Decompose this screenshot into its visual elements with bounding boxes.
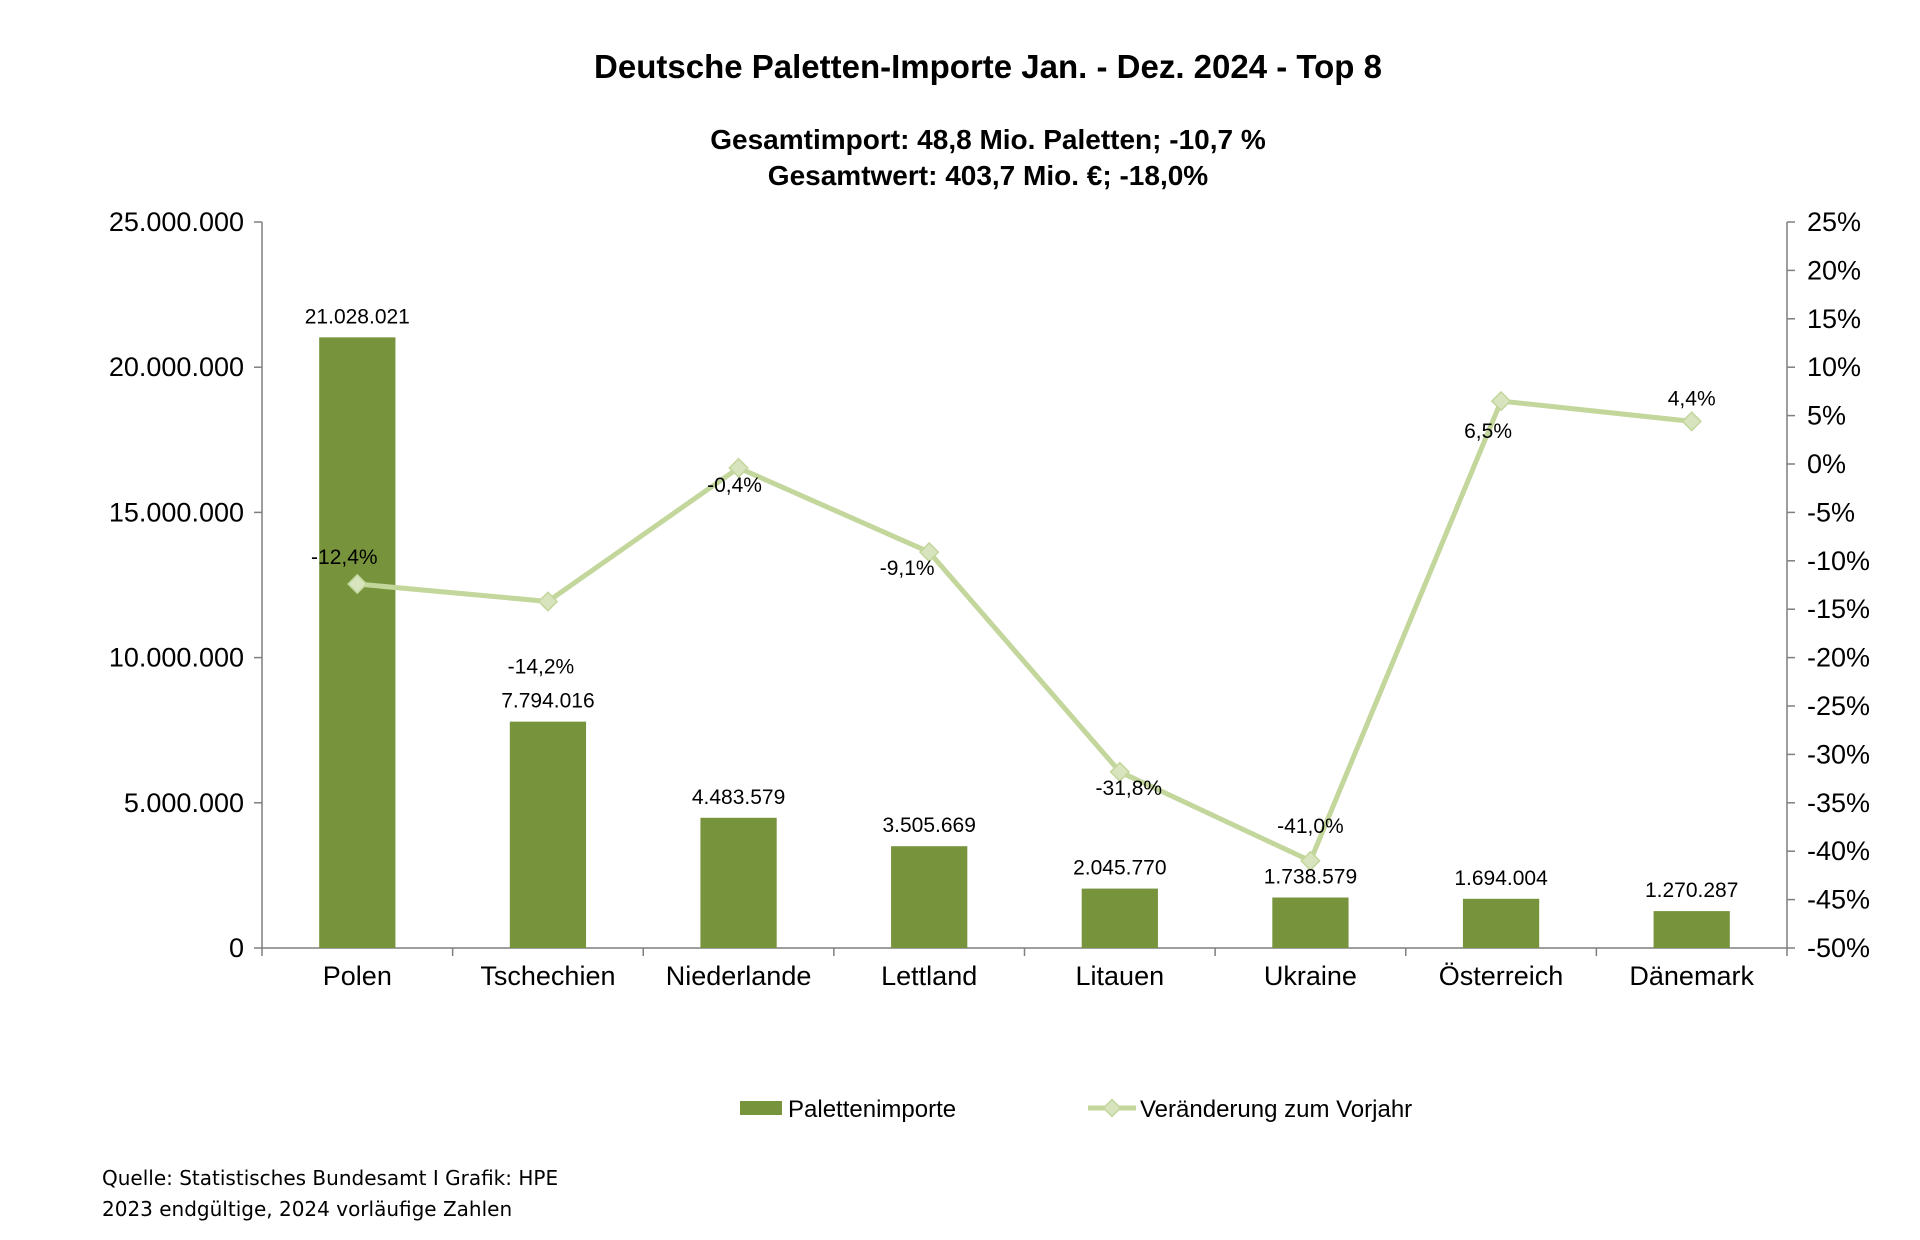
y-right-tick-label: -35%: [1807, 788, 1870, 818]
chart-subtitle-line1: Gesamtimport: 48,8 Mio. Paletten; -10,7 …: [710, 124, 1266, 155]
x-tick-label: Dänemark: [1629, 961, 1754, 991]
data-labels: 21.028.021 7.794.016 4.483.579 3.505.669 2.0…: [305, 305, 1739, 902]
line-value-label: -12,4%: [311, 546, 378, 569]
bar-value-label: 1.694.004: [1454, 867, 1548, 890]
source-line1: Quelle: Statistisches Bundesamt I Grafik…: [102, 1166, 558, 1190]
line-point-marker: [728, 457, 749, 479]
y-left-tick-label: 25.000.000: [109, 207, 244, 237]
line-series: [347, 390, 1702, 872]
y-right-tick-label: -40%: [1807, 836, 1870, 866]
source-line2: 2023 endgültige, 2024 vorläufige Zahlen: [102, 1197, 512, 1221]
x-tick-label: Österreich: [1439, 961, 1564, 991]
y-right-tick-label: 15%: [1807, 304, 1861, 334]
bar: [1653, 911, 1730, 948]
line-value-label: -14,2%: [508, 655, 575, 678]
y-right-tick-label: 10%: [1807, 352, 1861, 382]
y-left-tick-label: 5.000.000: [124, 788, 244, 818]
y-right-tick-label: -45%: [1807, 885, 1870, 915]
bar: [1272, 897, 1349, 948]
y-right-tick-label: 20%: [1807, 255, 1861, 285]
y-right-tick-label: 25%: [1807, 207, 1861, 237]
bar-value-label: 2.045.770: [1073, 857, 1166, 880]
line-value-label: -31,8%: [1096, 777, 1163, 800]
line-point-marker: [1681, 411, 1702, 432]
bar: [700, 817, 777, 948]
line-point-marker: [537, 591, 559, 612]
bar-value-label: 7.794.016: [501, 690, 594, 713]
bar-value-label: 21.028.021: [305, 305, 410, 328]
bar: [891, 846, 968, 948]
line-value-label: -41,0%: [1277, 815, 1344, 838]
legend-bar-swatch: [740, 1101, 782, 1115]
line-value-label: -9,1%: [880, 557, 935, 580]
y-left-tick-label: 15.000.000: [109, 497, 244, 527]
bar: [319, 337, 396, 948]
legend: Palettenimporte Veränderung zum Vorjahr: [740, 1096, 1412, 1123]
line-point-marker: [918, 541, 940, 563]
bar: [1081, 888, 1158, 948]
y-left-tick-label: 10.000.000: [109, 643, 244, 673]
y-right-tick-label: 0%: [1807, 449, 1846, 479]
chart-subtitle-line2: Gesamtwert: 403,7 Mio. €; -18,0%: [768, 160, 1209, 191]
bar-value-label: 4.483.579: [692, 786, 785, 809]
legend-line-marker: [1102, 1098, 1122, 1118]
y-right-tick-label: -15%: [1807, 594, 1870, 624]
bar: [1462, 898, 1540, 948]
bar: [509, 721, 587, 948]
bar-value-label: 1.738.579: [1264, 866, 1357, 889]
line-value-label: -0,4%: [707, 474, 762, 497]
line-value-label: 6,5%: [1464, 420, 1512, 443]
legend-line-label: Veränderung zum Vorjahr: [1140, 1096, 1412, 1123]
chart-title: Deutsche Paletten-Importe Jan. - Dez. 20…: [594, 48, 1382, 85]
line-point-marker: [1490, 390, 1512, 412]
bar-value-label: 3.505.669: [882, 814, 975, 837]
legend-bar-label: Palettenimporte: [788, 1096, 956, 1123]
x-tick-label: Polen: [323, 961, 392, 991]
y-right-tick-label: 5%: [1807, 401, 1846, 431]
y-right-tick-label: -25%: [1807, 691, 1870, 721]
y-left-tick-label: 0: [229, 933, 244, 963]
series-line: [357, 398, 1692, 864]
x-tick-label: Lettland: [881, 961, 977, 991]
line-point-marker: [1300, 850, 1321, 872]
x-tick-label: Ukraine: [1264, 961, 1357, 991]
line-value-label: 4,4%: [1668, 387, 1716, 410]
bars: [319, 337, 1730, 948]
x-tick-label: Tschechien: [480, 961, 615, 991]
bar-value-label: 1.270.287: [1645, 879, 1738, 902]
y-right-tick-label: -50%: [1807, 933, 1870, 963]
line-point-marker: [1109, 761, 1131, 783]
axes: 0 5.000.000 10.000.000 15.000.000 20.000.000…: [109, 207, 1870, 991]
y-right-tick-label: -5%: [1807, 497, 1855, 527]
y-right-tick-label: -10%: [1807, 546, 1870, 576]
line-point-marker: [347, 573, 368, 595]
y-right-tick-label: -20%: [1807, 643, 1870, 673]
x-tick-label: Litauen: [1076, 961, 1165, 991]
y-right-tick-label: -30%: [1807, 739, 1870, 769]
y-left-tick-label: 20.000.000: [109, 352, 244, 382]
x-tick-label: Niederlande: [666, 961, 812, 991]
